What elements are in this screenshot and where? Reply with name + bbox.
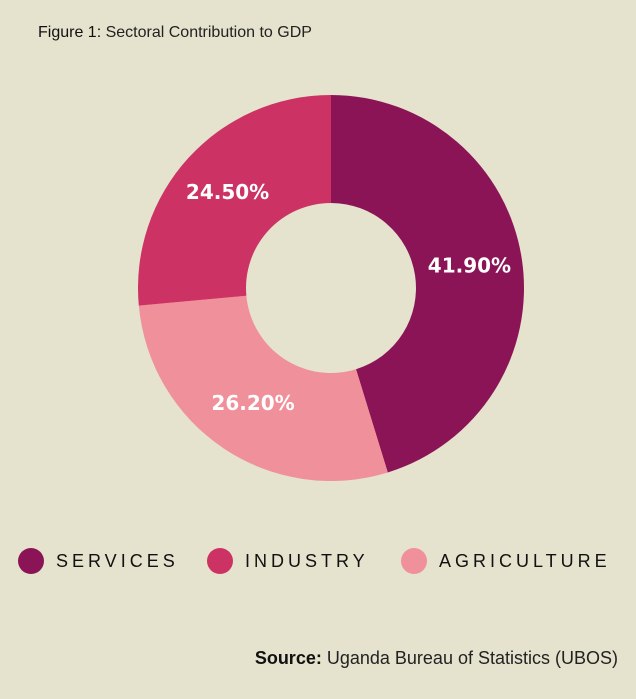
source-note: Source: Uganda Bureau of Statistics (UBO… (255, 648, 618, 669)
slice-agriculture (138, 295, 388, 482)
donut-chart: 41.90% 26.20% 24.50% (137, 94, 524, 482)
legend-label-industry: INDUSTRY (245, 550, 369, 571)
data-label-services: 41.90% (428, 254, 511, 278)
slice-industry (137, 94, 331, 306)
legend-swatch-industry (207, 548, 233, 574)
legend-swatch-services (18, 548, 44, 574)
data-label-industry: 24.50% (186, 180, 269, 204)
legend-label-agriculture: AGRICULTURE (439, 550, 611, 571)
legend-item-services: SERVICES (18, 546, 179, 576)
chart-legend: SERVICES INDUSTRY AGRICULTURE (18, 546, 628, 576)
data-label-agriculture: 26.20% (211, 391, 294, 415)
figure-label: Figure 1: (38, 24, 102, 41)
figure-title: Figure 1: Sectoral Contribution to GDP (38, 24, 312, 42)
source-label: Source: (254, 648, 322, 668)
legend-swatch-agriculture (401, 548, 427, 574)
source-text: Uganda Bureau of Statistics (UBOS) (326, 648, 618, 668)
legend-item-agriculture: AGRICULTURE (401, 546, 611, 576)
legend-item-industry: INDUSTRY (207, 546, 369, 576)
legend-label-services: SERVICES (56, 550, 179, 571)
figure-title-text: Sectoral Contribution to GDP (105, 24, 312, 41)
slice-services (331, 95, 524, 473)
